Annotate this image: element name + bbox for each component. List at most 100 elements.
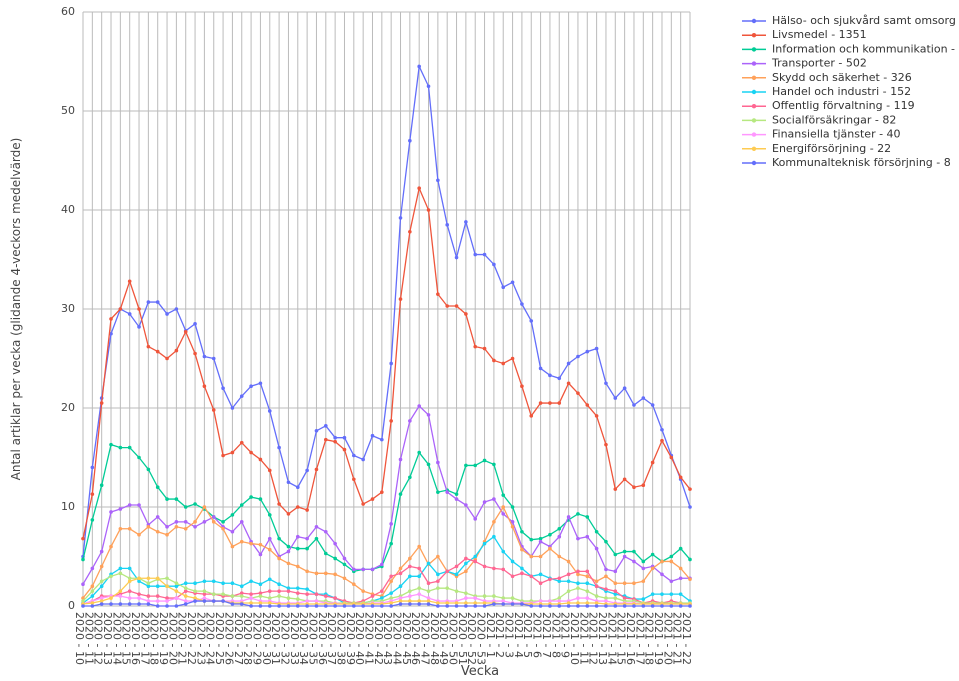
legend-label: Energiförsörjning - 22: [772, 142, 891, 155]
point: [127, 579, 132, 584]
point: [193, 525, 197, 529]
point: [445, 569, 450, 574]
point: [109, 442, 113, 447]
x-tick-label: 2020 - 48: [428, 612, 441, 665]
x-tick-label: 2020 - 53: [475, 612, 488, 665]
point: [183, 586, 188, 590]
point: [501, 361, 506, 366]
point: [81, 536, 85, 541]
legend-swatch-dot: [751, 118, 757, 123]
series: [81, 599, 692, 608]
point: [576, 572, 580, 577]
point: [380, 437, 384, 442]
point: [566, 604, 571, 608]
point: [576, 354, 580, 359]
legend-label: Kommunalteknisk försörjning - 8: [772, 156, 951, 169]
point: [510, 525, 515, 529]
point: [417, 599, 421, 603]
point: [576, 581, 580, 586]
point: [333, 439, 337, 444]
point: [538, 604, 543, 608]
point: [137, 325, 141, 329]
point: [464, 591, 468, 595]
point: [576, 601, 580, 605]
point: [660, 559, 664, 564]
point: [137, 307, 141, 311]
point: [604, 599, 608, 603]
point: [361, 567, 365, 572]
point: [678, 475, 683, 480]
point: [641, 597, 646, 601]
point: [576, 586, 580, 590]
point: [436, 490, 440, 494]
point: [510, 520, 515, 524]
x-tick-label: 2020 - 35: [306, 612, 319, 665]
y-tick-label: 60: [61, 5, 75, 18]
point: [342, 556, 347, 561]
point: [473, 463, 478, 468]
point: [464, 604, 468, 608]
point: [501, 493, 506, 497]
legend-swatch-dot: [751, 89, 757, 95]
point: [137, 602, 141, 606]
point: [557, 376, 562, 381]
point: [492, 462, 496, 467]
point: [557, 604, 562, 608]
point: [380, 604, 384, 608]
x-tick-label: 2020 - 50: [447, 612, 460, 665]
x-tick-label: 2020 - 10: [73, 612, 86, 665]
point: [137, 532, 141, 537]
point: [267, 468, 272, 473]
point: [426, 602, 431, 606]
series: [81, 64, 692, 559]
x-tick-label: 2021 - 11: [577, 612, 590, 665]
point: [688, 557, 692, 562]
point: [249, 596, 253, 600]
point: [267, 513, 272, 517]
point: [548, 577, 552, 582]
point: [314, 571, 319, 576]
point: [566, 515, 571, 519]
point: [585, 601, 590, 605]
point: [239, 602, 244, 606]
point: [193, 322, 197, 326]
point: [492, 497, 496, 501]
x-tick-label: 2021 - 5: [521, 612, 534, 658]
point: [669, 455, 674, 460]
point: [473, 559, 478, 564]
point: [314, 592, 319, 596]
point: [146, 584, 151, 588]
point: [520, 302, 524, 306]
point: [585, 515, 590, 519]
point: [510, 596, 515, 600]
point: [165, 525, 169, 529]
point: [81, 582, 85, 587]
point: [632, 485, 636, 490]
point: [622, 554, 627, 559]
point: [566, 381, 571, 386]
point: [211, 356, 216, 361]
series-line: [82, 186, 691, 539]
x-tick-label: 2020 - 40: [353, 612, 366, 665]
point: [660, 427, 664, 432]
point: [202, 596, 207, 600]
point: [155, 576, 160, 581]
point: [174, 307, 179, 311]
point: [118, 589, 123, 593]
y-tick-label: 40: [61, 203, 75, 216]
point: [99, 483, 104, 488]
point: [557, 576, 562, 581]
point: [436, 460, 440, 465]
point: [267, 409, 272, 413]
point: [454, 572, 459, 577]
point: [520, 529, 524, 534]
point: [473, 252, 478, 257]
point: [239, 440, 244, 445]
point: [352, 567, 356, 572]
point: [239, 503, 244, 507]
point: [398, 571, 403, 576]
point: [361, 589, 365, 593]
x-tick-label: 2020 - 30: [260, 612, 273, 665]
point: [389, 574, 393, 579]
point: [267, 577, 272, 582]
